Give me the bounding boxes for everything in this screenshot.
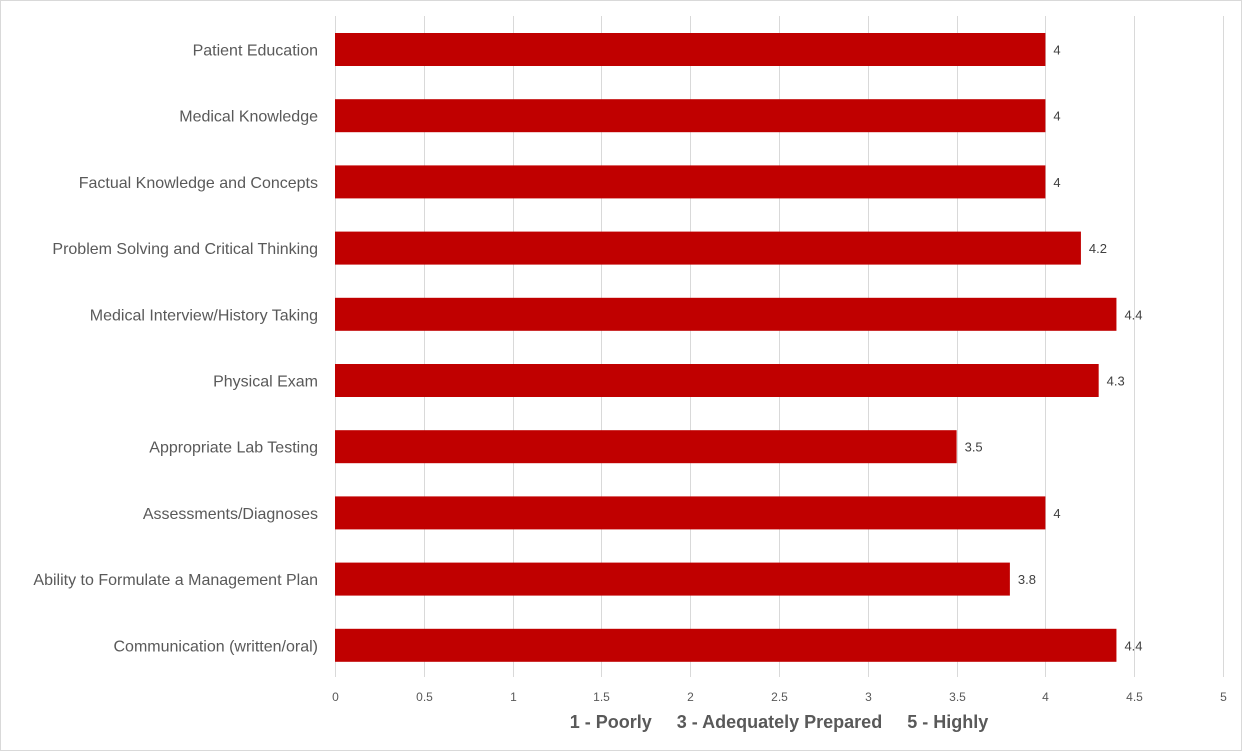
- x-tick-label: 3: [865, 690, 872, 704]
- data-label: 3.5: [965, 440, 983, 455]
- x-tick-label: 5: [1220, 690, 1227, 704]
- category-label: Communication (written/oral): [113, 638, 318, 655]
- bar: [335, 628, 1117, 662]
- category-label: Medical Knowledge: [179, 109, 318, 126]
- bar: [335, 99, 1046, 133]
- data-label: 4.4: [1124, 307, 1142, 322]
- bar: [335, 33, 1046, 66]
- x-axis-title: 1 - Poorly 3 - Adequately Prepared 5 - H…: [570, 712, 988, 732]
- x-tick-label: 2.5: [771, 690, 788, 704]
- bar: [335, 430, 957, 464]
- category-label: Patient Education: [193, 43, 318, 60]
- data-label: 4: [1053, 109, 1060, 124]
- data-labels: 4 4 4 4.2 4.4 4.3 3.5 4 3.8 4.4: [965, 43, 1143, 654]
- bar: [335, 231, 1081, 265]
- category-label: Assessments/Diagnoses: [143, 506, 318, 523]
- category-label: Medical Interview/History Taking: [90, 307, 318, 324]
- x-tick-label: 0: [332, 690, 339, 704]
- category-label: Problem Solving and Critical Thinking: [52, 241, 318, 258]
- bar: [335, 496, 1046, 530]
- category-labels: Patient Education Medical Knowledge Factua…: [33, 43, 318, 656]
- x-tick-label: 0.5: [416, 690, 433, 704]
- bars: [335, 33, 1117, 662]
- bar: [335, 364, 1099, 397]
- data-label: 4.3: [1107, 374, 1125, 389]
- category-label: Appropriate Lab Testing: [149, 440, 318, 457]
- x-tick-label: 4.5: [1126, 690, 1143, 704]
- bar: [335, 297, 1117, 331]
- x-tick-labels: 0 0.5 1 1.5 2 2.5 3 3.5 4 4.5 5: [332, 690, 1227, 704]
- data-label: 4.2: [1089, 241, 1107, 256]
- data-label: 3.8: [1018, 572, 1036, 587]
- x-tick-label: 1.5: [593, 690, 610, 704]
- bar: [335, 165, 1046, 199]
- data-label: 4: [1053, 175, 1060, 190]
- data-label: 4: [1053, 506, 1060, 521]
- x-tick-label: 2: [687, 690, 694, 704]
- category-label: Factual Knowledge and Concepts: [79, 175, 318, 192]
- x-tick-label: 1: [510, 690, 517, 704]
- data-label: 4.4: [1124, 638, 1142, 653]
- x-tick-label: 3.5: [949, 690, 966, 704]
- category-label: Physical Exam: [213, 374, 318, 391]
- data-label: 4: [1053, 43, 1060, 58]
- bar: [335, 562, 1010, 596]
- x-tick-label: 4: [1042, 690, 1049, 704]
- category-label: Ability to Formulate a Management Plan: [33, 572, 318, 589]
